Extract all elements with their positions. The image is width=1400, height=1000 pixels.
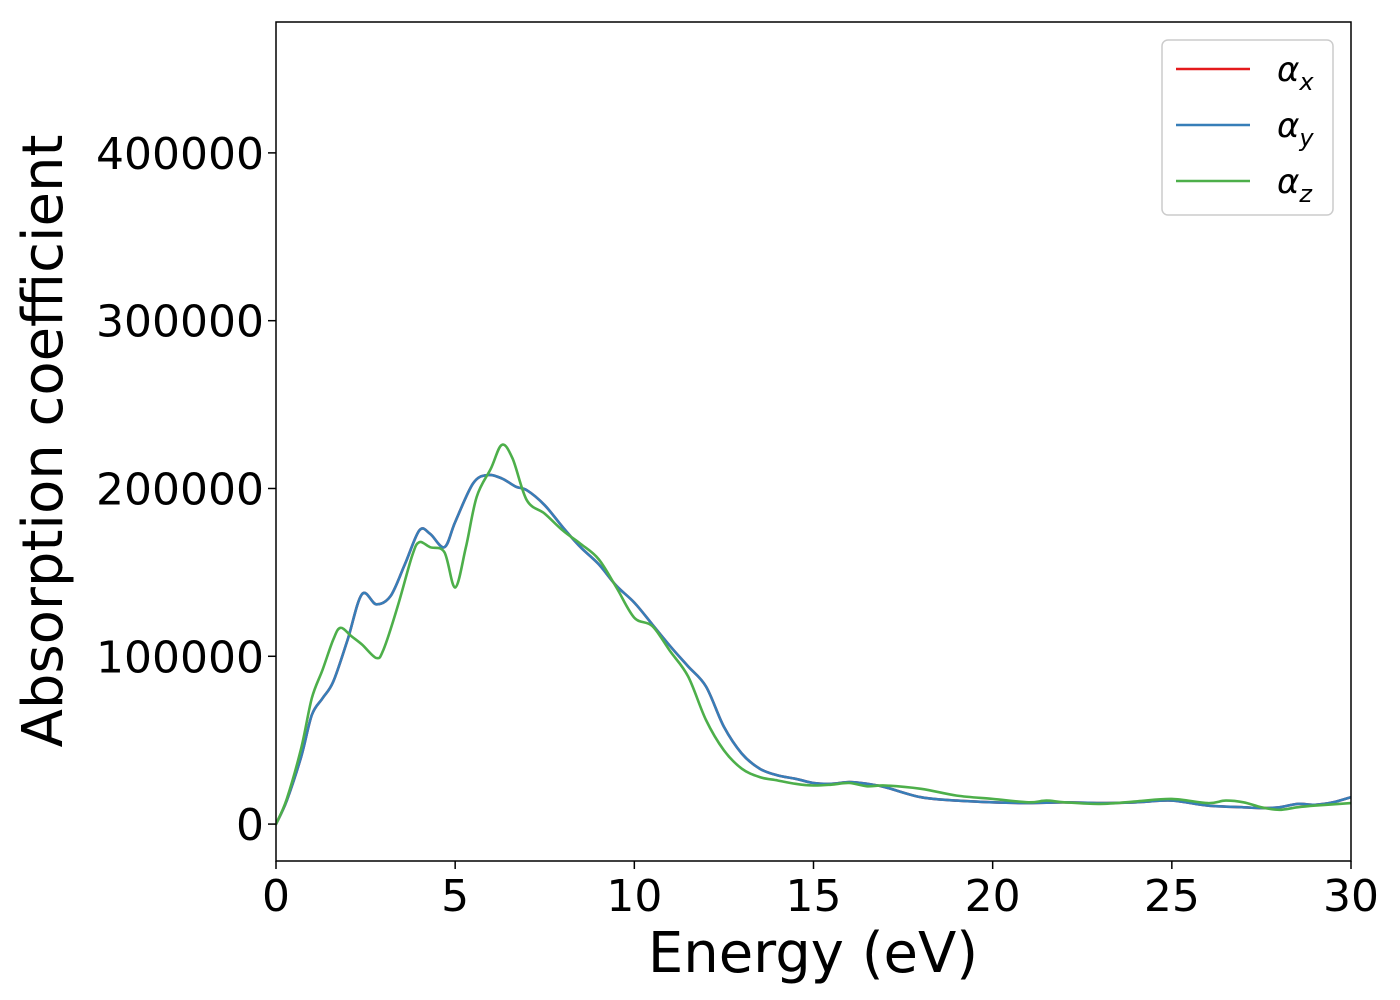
x-axis-label: Energy (eV) (648, 921, 978, 986)
legend-label-x: αx (1277, 50, 1314, 96)
legend: αx αy αz (1161, 39, 1334, 216)
y-tick-label: 400000 (96, 129, 264, 180)
y-axis-label: Absorption coefficient (11, 135, 76, 748)
y-tick-label: 0 (236, 800, 264, 851)
x-tick-label: 5 (441, 871, 469, 922)
x-axis-ticks: 0 5 10 15 20 25 30 (262, 861, 1379, 922)
series-line-z (276, 443, 1351, 826)
y-tick-label: 200000 (96, 464, 264, 515)
y-axis-ticks: 0 100000 200000 300000 400000 (96, 129, 276, 851)
legend-label-z: αz (1277, 162, 1313, 208)
y-tick-label: 300000 (96, 297, 264, 348)
y-tick-label: 100000 (96, 632, 264, 683)
legend-label-y: αy (1277, 106, 1314, 152)
series-group (276, 443, 1351, 826)
x-tick-label: 20 (965, 871, 1021, 922)
x-tick-label: 0 (262, 871, 290, 922)
legend-box (1161, 39, 1334, 216)
x-tick-label: 25 (1144, 871, 1200, 922)
x-tick-label: 30 (1323, 871, 1379, 922)
x-tick-label: 15 (786, 871, 842, 922)
x-tick-label: 10 (606, 871, 662, 922)
